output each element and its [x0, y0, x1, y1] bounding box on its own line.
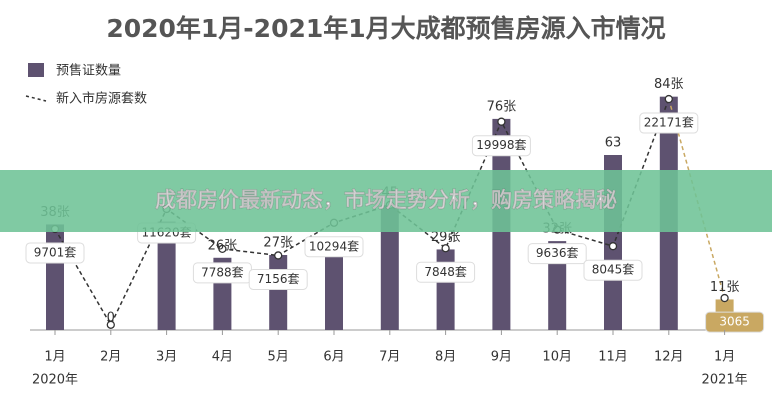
line-label-box: [471, 135, 531, 157]
x-tick-label: 4月: [212, 350, 233, 365]
bar: [436, 249, 455, 330]
line-label-box: [25, 242, 85, 264]
x-tick-label: 10月: [542, 350, 572, 365]
point: [274, 251, 283, 260]
bar: [325, 243, 343, 330]
bar-value-label: 27张: [263, 236, 293, 251]
line-label-box: [705, 311, 765, 333]
bar: [380, 205, 399, 330]
bar-value-label: 76张: [487, 99, 517, 114]
point: [664, 94, 673, 104]
legend-label: 预售证数量: [56, 63, 121, 79]
line-value-label: 19998套: [476, 138, 526, 152]
legend-label: 新入市房源套数: [56, 91, 147, 107]
point: [441, 244, 450, 253]
x-tick-label: 9月: [491, 350, 512, 365]
x-tick-label: 5月: [268, 350, 289, 365]
x-tick-label: 1月: [44, 350, 65, 365]
bar-value-label: 11张: [710, 280, 740, 295]
chart-title: 2020年1月-2021年1月大成都预售房源入市情况: [106, 14, 665, 43]
x-tick-label: 12月: [654, 350, 684, 365]
point: [608, 242, 618, 251]
line-value-label: 8045套: [592, 263, 635, 277]
point: [497, 117, 506, 126]
bar-value-label: 0: [107, 311, 115, 326]
line-value-label: 7156套: [257, 272, 300, 286]
bar-value-label: 29张: [431, 230, 461, 245]
line-value-label: 3065: [719, 315, 750, 329]
x-tick-label: 7月: [379, 350, 400, 365]
bar-value-label: 26张: [208, 238, 238, 253]
point: [720, 293, 729, 303]
line-label-box: [416, 261, 476, 283]
line-value-label: 7848套: [424, 265, 467, 279]
year-label: 2021年: [702, 373, 748, 388]
x-tick-label: 3月: [156, 350, 177, 365]
year-label: 2020年: [32, 373, 78, 388]
bar-value-label: 63: [605, 136, 622, 151]
line-label-box: [527, 243, 587, 265]
banner: [0, 170, 772, 232]
line-value-label: 7788套: [201, 265, 244, 279]
bar: [269, 255, 288, 330]
line-value-label: 10294套: [309, 239, 359, 253]
x-tick-label: 2月: [100, 350, 121, 365]
point: [106, 320, 115, 329]
x-tick-label: 1月: [714, 350, 735, 365]
bar-value-label: 84张: [654, 77, 684, 92]
line-label-box: [639, 112, 699, 134]
bar: [157, 221, 176, 330]
bar: [46, 224, 64, 330]
line-value-label: 9636套: [536, 246, 579, 260]
point: [218, 244, 227, 254]
line-label-box: [248, 268, 308, 290]
x-tick-label: 8月: [435, 350, 456, 365]
x-tick-label: 6月: [323, 350, 344, 365]
line-value-label: 22171套: [644, 116, 694, 130]
banner-text: 成都房价最新动态，市场走势分析，购房策略揭秘: [155, 188, 617, 212]
line-value-label: 9701套: [34, 245, 77, 259]
line-label-box: [304, 236, 364, 258]
legend-swatch: [28, 63, 44, 77]
x-tick-label: 11月: [598, 350, 628, 365]
line-label-box: [583, 259, 643, 281]
